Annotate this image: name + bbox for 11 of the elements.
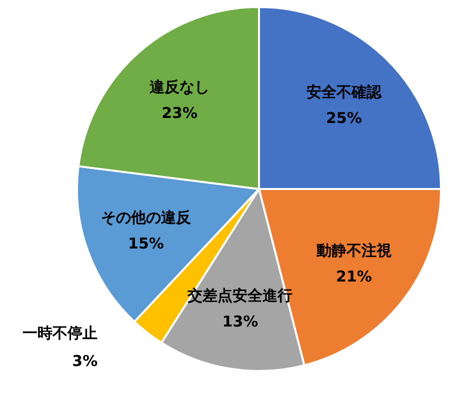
slice-label: 安全不確認: [306, 83, 382, 102]
slice-label: 一時不停止: [22, 324, 98, 342]
slice-label: 違反なし: [148, 78, 210, 96]
data-label: 21%: [336, 268, 372, 286]
data-label: 15%: [128, 234, 164, 253]
data-label: 25%: [326, 109, 362, 128]
data-label: 23%: [162, 104, 198, 122]
slice-label: 動静不注視: [315, 242, 392, 260]
data-label: 3%: [72, 352, 98, 370]
slice-label: その他の違反: [100, 208, 192, 227]
data-label: 13%: [222, 312, 258, 331]
